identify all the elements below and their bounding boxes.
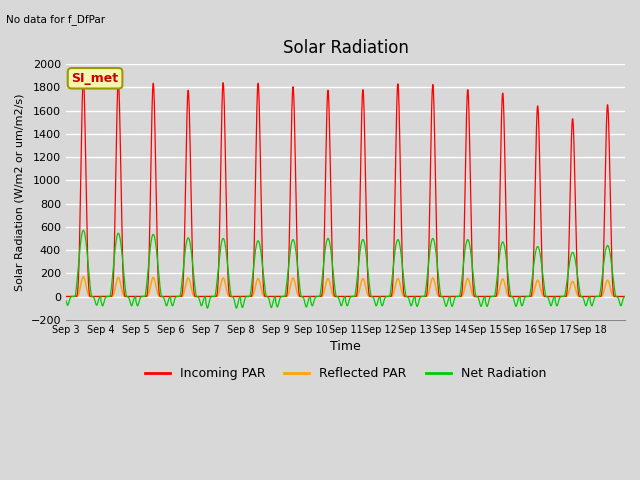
Y-axis label: Solar Radiation (W/m2 or um/m2/s): Solar Radiation (W/m2 or um/m2/s) xyxy=(15,93,25,291)
Text: No data for f_DfPar: No data for f_DfPar xyxy=(6,14,106,25)
Title: Solar Radiation: Solar Radiation xyxy=(282,39,408,57)
Legend: Incoming PAR, Reflected PAR, Net Radiation: Incoming PAR, Reflected PAR, Net Radiati… xyxy=(140,362,551,385)
X-axis label: Time: Time xyxy=(330,340,361,353)
Text: SI_met: SI_met xyxy=(72,72,118,85)
